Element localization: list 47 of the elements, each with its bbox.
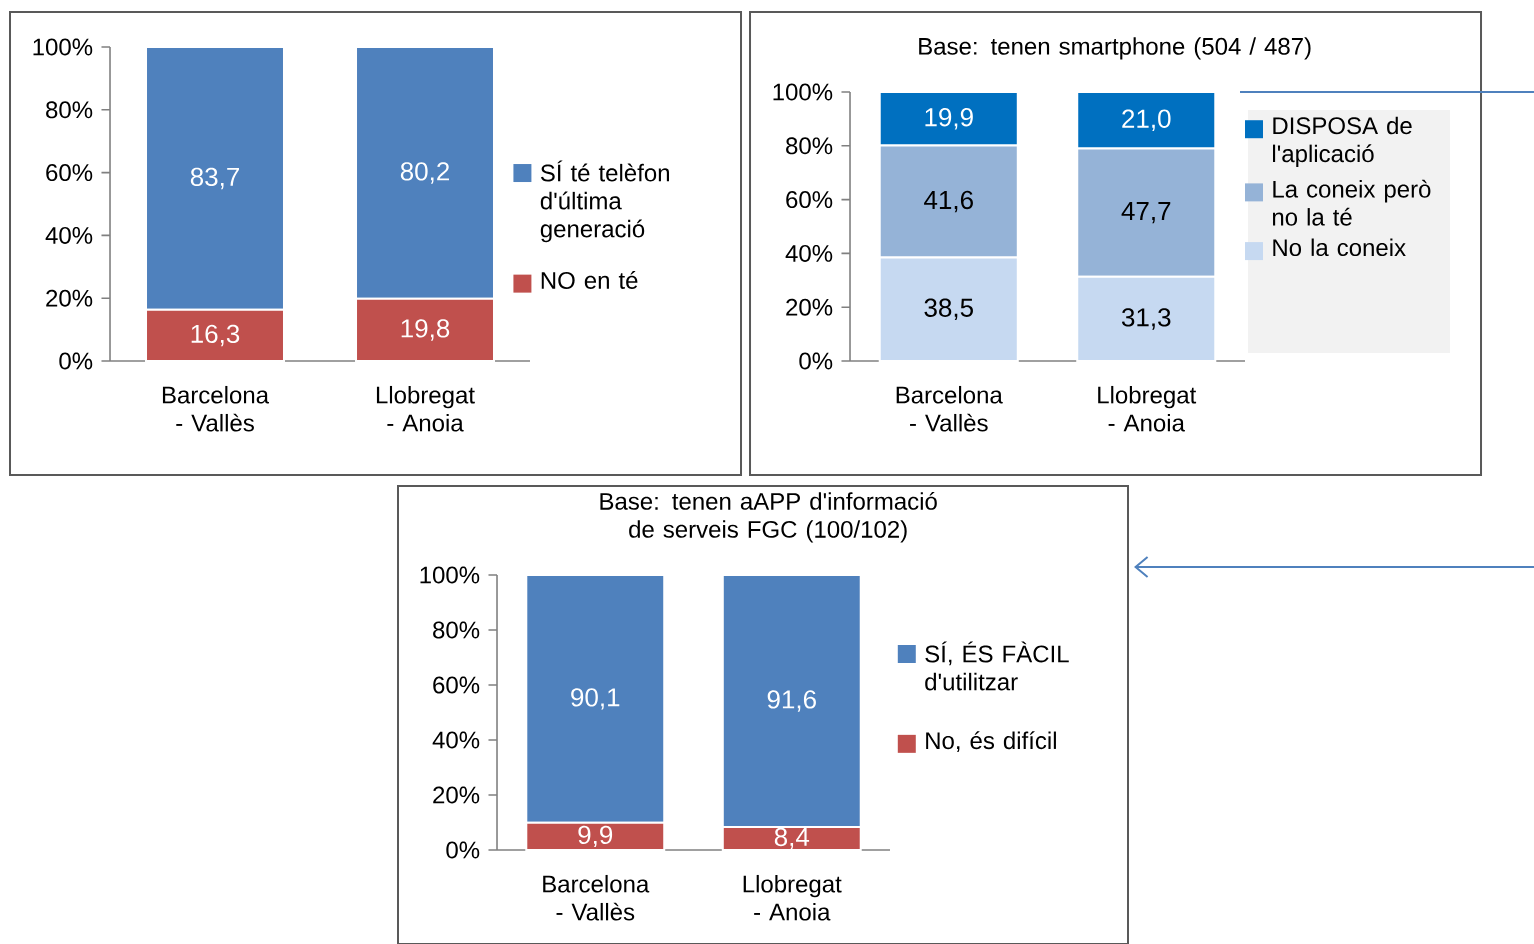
y-tick-label: 20%	[786, 298, 833, 316]
y-tick-label: 0%	[59, 352, 93, 370]
chart-title: Base: tenen smartphone (504 / 487)	[919, 37, 1311, 60]
y-tick-label: 0%	[446, 841, 480, 859]
x-tick-label: Barcelona - Vallès	[162, 385, 270, 432]
data-label: 83,7	[190, 167, 239, 190]
x-tick-label: Llobregat - Anoia	[1098, 385, 1197, 432]
legend-label: La coneix però no la té	[1272, 179, 1431, 226]
data-label: 80,2	[400, 162, 449, 184]
y-tick-label: 100%	[420, 566, 480, 584]
y-tick-label: 60%	[786, 191, 833, 209]
data-label: 9,9	[578, 825, 613, 848]
chart-title: Base: tenen aAPP d'informació de serveis FGC (100/102)	[600, 491, 937, 543]
y-tick-label: 0%	[799, 352, 833, 370]
y-tick-label: 40%	[45, 226, 93, 244]
legend-label: No la coneix	[1273, 238, 1406, 257]
x-tick-label: Llobregat - Anoia	[376, 385, 475, 432]
data-label: 90,1	[571, 688, 620, 710]
y-tick-label: 80%	[786, 137, 833, 155]
text: SÍ, ÉS FÀCIL d'utilitzar	[925, 641, 1069, 691]
data-label: 91,6	[767, 690, 816, 712]
y-tick-label: 80%	[46, 101, 93, 119]
legend-label: No, és difícil	[926, 731, 1056, 752]
data-label: 31,3	[1121, 308, 1171, 330]
legend-label: DISPOSA de l'aplicació	[1273, 116, 1412, 167]
legend-label: NO en té	[541, 271, 638, 289]
x-tick-label: Llobregat - Anoia	[743, 874, 842, 921]
data-label: 16,3	[191, 324, 240, 347]
data-label: 38,5	[924, 298, 973, 320]
series-label: SÍ té telèfon d'última generació	[540, 160, 669, 243]
y-tick-label: 20%	[433, 786, 480, 804]
y-tick-label: 80%	[433, 621, 480, 639]
data-label: 8,4	[774, 827, 810, 850]
y-tick-label: 20%	[46, 289, 93, 307]
data-label: 19,9	[925, 108, 973, 130]
data-label: 47,7	[1121, 202, 1171, 224]
data-label: 41,6	[924, 190, 973, 213]
y-tick-label: 100%	[33, 38, 93, 56]
y-tick-label: 40%	[785, 244, 833, 262]
y-tick-label: 60%	[433, 676, 480, 694]
y-tick-label: 100%	[773, 83, 833, 101]
x-tick-label: Barcelona - Vallès	[543, 874, 650, 921]
data-label: 19,8	[401, 319, 450, 341]
y-tick-label: 60%	[46, 164, 93, 182]
y-tick-label: 40%	[432, 731, 480, 749]
x-tick-label: Barcelona - Vallès	[896, 385, 1003, 432]
data-label: 21,0	[1122, 109, 1171, 131]
